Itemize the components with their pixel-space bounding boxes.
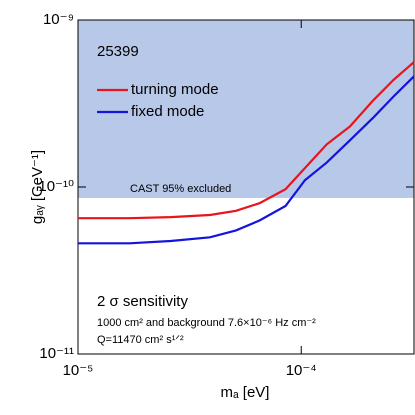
- series-line: [78, 61, 415, 220]
- exclusion-region: [78, 20, 414, 198]
- series-line: [78, 75, 415, 245]
- y-tick-label: 10⁻⁹: [43, 11, 74, 28]
- y-tick-label: 10⁻¹⁰: [38, 178, 74, 195]
- annotation: 2 σ sensitivity: [97, 293, 188, 310]
- y-axis-label: gₐᵧ [GeV⁻¹]: [29, 150, 46, 224]
- legend-label: fixed mode: [131, 103, 204, 120]
- x-axis-label: mₐ [eV]: [221, 384, 270, 401]
- annotation: Q=11470 cm² s¹ᐟ²: [97, 334, 184, 346]
- exclusion-label: CAST 95% excluded: [130, 183, 231, 195]
- x-tick-label: 10⁻⁴: [286, 362, 317, 379]
- annotation: 1000 cm² and background 7.6×10⁻⁶ Hz cm⁻²: [97, 317, 316, 329]
- y-tick-label: 10⁻¹¹: [39, 345, 74, 362]
- legend-label: turning mode: [131, 81, 219, 98]
- background-layer: [78, 20, 414, 198]
- annotation: 25399: [97, 43, 139, 60]
- x-tick-label: 10⁻⁵: [63, 362, 94, 379]
